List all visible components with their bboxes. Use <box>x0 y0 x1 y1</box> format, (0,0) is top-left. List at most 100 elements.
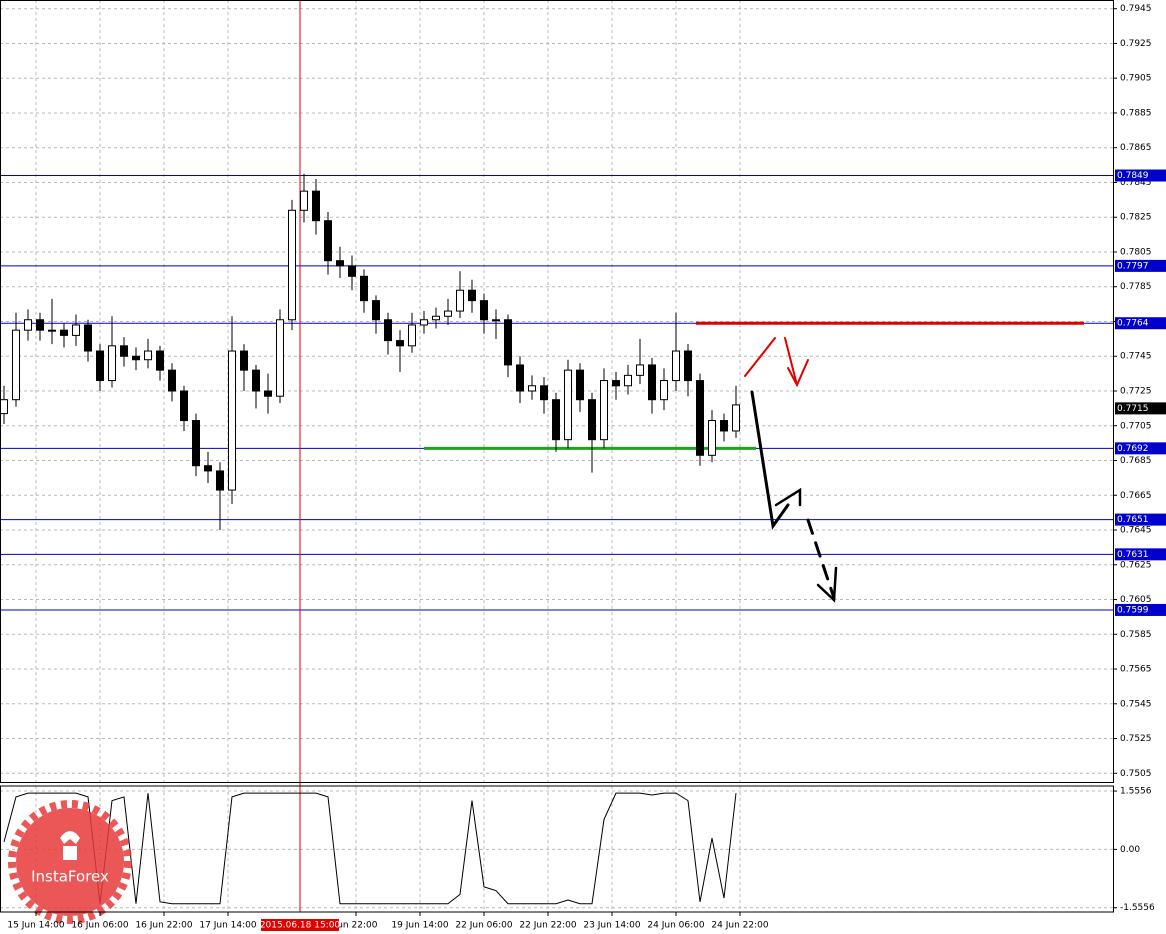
candle-body <box>696 380 704 456</box>
x-tick-label: 16 Jun 22:00 <box>135 921 192 931</box>
candle-body <box>240 350 248 371</box>
black-arrowhead <box>774 487 802 507</box>
candle-body <box>360 275 368 302</box>
x-tick-label: 24 Jun 06:00 <box>647 921 704 931</box>
y-tick-label: 0.7565 <box>1120 665 1152 675</box>
forecast-arrows <box>744 337 838 603</box>
y2-tick-label: -1.5556 <box>1120 903 1155 913</box>
candle-body <box>732 404 740 432</box>
candle-body <box>84 324 92 352</box>
candle-body <box>660 380 668 401</box>
candle-body <box>348 265 356 277</box>
main-frame <box>0 0 1114 783</box>
candle-body <box>384 319 392 342</box>
logo-rim <box>8 800 132 924</box>
candle-body <box>456 289 464 312</box>
candle-body <box>108 345 116 382</box>
candle-body <box>276 319 284 397</box>
x-tick-label: 23 Jun 14:00 <box>583 921 640 931</box>
x-tick-label: 16 Jun 06:00 <box>71 921 128 931</box>
candle-body <box>24 319 32 331</box>
cursor-label: 2015.06.18 15:00 <box>260 921 341 931</box>
indicator-line <box>3 792 737 905</box>
y-tick-label: 0.7545 <box>1120 699 1152 709</box>
y2-tick-label: 0.00 <box>1120 845 1140 855</box>
indicator-frame <box>0 785 1114 913</box>
level-label-box <box>1115 603 1166 616</box>
candle-body <box>36 319 44 331</box>
level-label: 0.7599 <box>1117 605 1149 615</box>
candle-body <box>204 465 212 472</box>
logo: InstaForex <box>8 800 132 924</box>
candle-body <box>420 319 428 326</box>
candle-body <box>72 324 80 336</box>
candle-body <box>264 390 272 397</box>
y-tick-label: 0.7685 <box>1120 456 1152 466</box>
candle-body <box>180 390 188 422</box>
candle-body <box>324 220 332 262</box>
y-tick-label: 0.7645 <box>1120 526 1152 536</box>
black-arrow <box>750 390 790 530</box>
y-tick-label: 0.7665 <box>1120 491 1152 501</box>
logo-text: InstaForex <box>31 868 109 886</box>
candle-body <box>552 399 560 441</box>
level-label-box <box>1115 317 1166 330</box>
y-tick-label: 0.7865 <box>1120 143 1152 153</box>
candle-body <box>288 209 296 321</box>
x-tick-label: 15 Jun 14:00 <box>7 921 64 931</box>
candle-body <box>132 355 140 361</box>
y2-tick-label: 1.5556 <box>1120 787 1152 797</box>
red-arrow <box>784 337 798 386</box>
level-label: 0.7849 <box>1117 171 1149 181</box>
level-label-box <box>1115 442 1166 455</box>
x-tick-label: 24 Jun 22:00 <box>711 921 768 931</box>
candle-body <box>564 369 572 441</box>
candle-body <box>540 385 548 401</box>
candle-body <box>648 364 656 401</box>
candle-body <box>12 329 20 401</box>
candle-body <box>336 260 344 267</box>
candle-body <box>144 350 152 361</box>
candle-body <box>60 329 68 336</box>
candle-body <box>672 350 680 382</box>
candle-body <box>720 420 728 432</box>
candle-body <box>624 374 632 387</box>
cursor-label-box <box>261 919 339 931</box>
x-tick-label: 22 Jun 06:00 <box>455 921 512 931</box>
y-tick-label: 0.7605 <box>1120 595 1152 605</box>
candle-body <box>576 369 584 401</box>
candle-body <box>528 385 536 392</box>
level-label: 0.7651 <box>1117 515 1149 525</box>
y-tick-label: 0.7785 <box>1120 282 1152 292</box>
candle-body <box>216 470 224 491</box>
y-tick-label: 0.7945 <box>1120 4 1152 14</box>
y-tick-label: 0.7805 <box>1120 247 1152 257</box>
candle-body <box>612 380 620 387</box>
y-tick-label: 0.7825 <box>1120 213 1152 223</box>
y-tick-label: 0.7525 <box>1120 734 1152 744</box>
level-label-box <box>1115 548 1166 561</box>
candle-body <box>252 369 260 392</box>
x-tick-label: Jun 22:00 <box>334 921 378 931</box>
candle-body <box>708 420 716 456</box>
candle-body <box>468 289 476 302</box>
red-arrowhead <box>787 359 809 388</box>
black-arrowhead <box>816 566 838 603</box>
x-tick-label: 22 Jun 22:00 <box>519 921 576 931</box>
candle-body <box>396 340 404 347</box>
x-tick-label: 17 Jun 14:00 <box>199 921 256 931</box>
y-tick-label: 0.7585 <box>1120 630 1152 640</box>
y-tick-label: 0.7625 <box>1120 560 1152 570</box>
candle-body <box>228 350 236 491</box>
level-label: 0.7631 <box>1117 550 1149 560</box>
candle-body <box>48 329 56 332</box>
candle-body <box>312 190 320 222</box>
candle-body <box>300 190 308 211</box>
candle-body <box>408 324 416 347</box>
candle-body <box>168 369 176 392</box>
y-tick-label: 0.7905 <box>1120 74 1152 84</box>
y-tick-label: 0.7745 <box>1120 352 1152 362</box>
